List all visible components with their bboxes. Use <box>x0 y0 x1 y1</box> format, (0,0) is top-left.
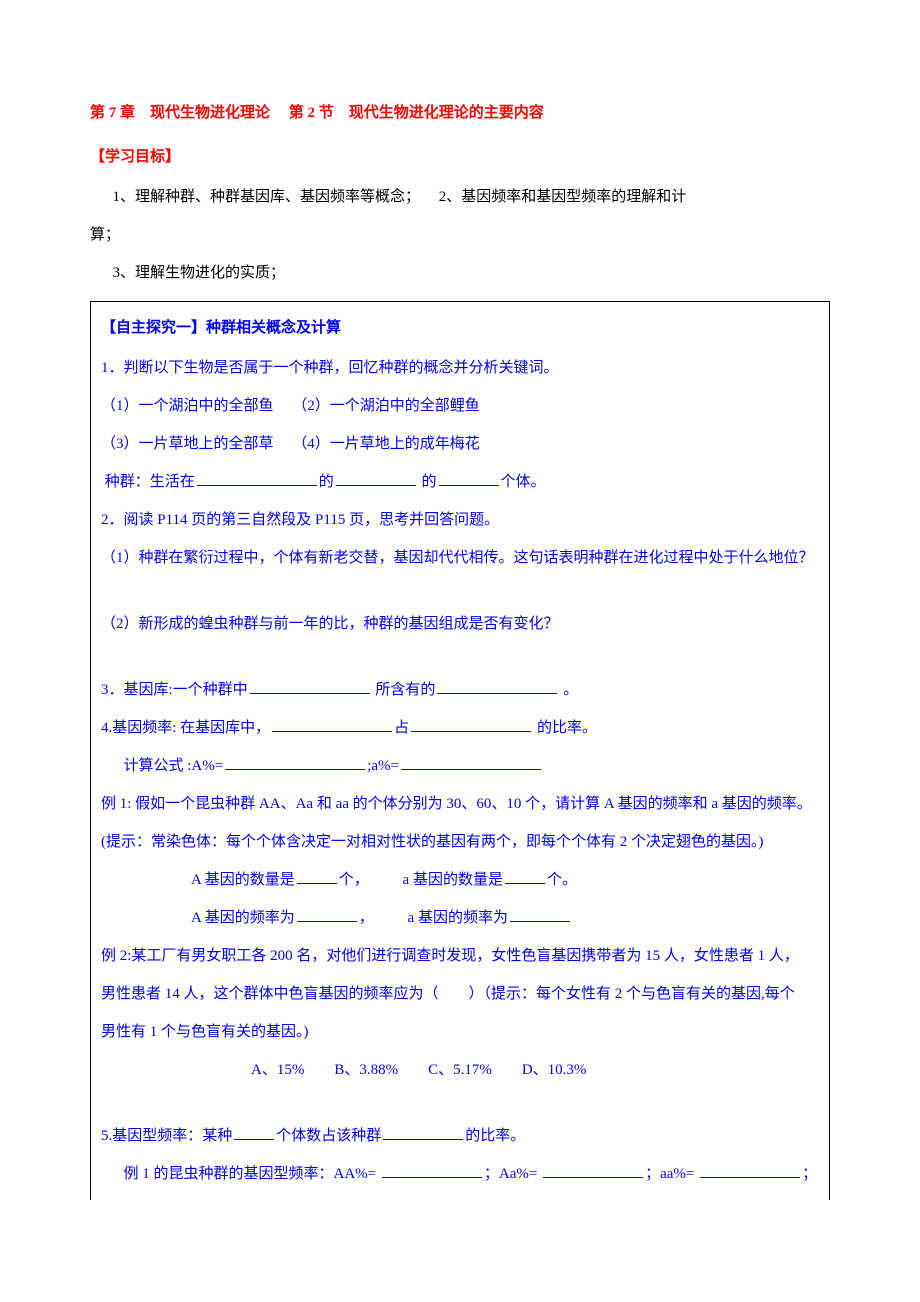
q1-def-d: 个体。 <box>501 474 546 490</box>
ex2-line-b: 男性患者 14 人，这个群体中色盲基因的频率应为（ ）（提示：每个女性有 2 个… <box>101 976 819 1012</box>
blank-field[interactable] <box>382 1163 482 1178</box>
q5-ex-c: ；aa%= <box>645 1166 698 1182</box>
q4-formula: 计算公式 :A%= ;a%= <box>101 748 819 784</box>
blank-field[interactable] <box>510 907 570 922</box>
q4-formula-a: 计算公式 :A%= <box>124 758 224 774</box>
q3-a: 3．基因库:一个种群中 <box>101 682 248 698</box>
blank-field[interactable] <box>250 679 370 694</box>
q4-line: 4.基因频率: 在基因库中， 占 的比率。 <box>101 710 819 746</box>
ex1-c3: a 基因的数量是 <box>403 872 503 888</box>
ex1-c2: 个， <box>339 872 369 888</box>
q2-sub1: （1）种群在繁衍过程中，个体有新老交替，基因却代代相传。这句话表明种群在进化过程… <box>101 540 819 576</box>
ex1-line-b: (提示：常染色体：每个个体含决定一对相对性状的基因有两个，即每个个体有 2 个决… <box>101 824 819 860</box>
q1-opt1: （1）一个湖泊中的全部鱼 <box>101 398 274 414</box>
q4-formula-b: ;a%= <box>367 758 399 774</box>
q1-def-c: 的 <box>418 474 437 490</box>
answer-space <box>101 1090 819 1118</box>
objective-3: 3、理解生物进化的实质； <box>90 255 830 291</box>
q5-ex-b: ；Aa%= <box>484 1166 541 1182</box>
ex1-d2: ， <box>359 910 374 926</box>
ex2-options: A、15% B、3.88% C、5.17% D、10.3% <box>101 1052 819 1088</box>
blank-field[interactable] <box>543 1163 643 1178</box>
q5-ex-a: 例 1 的昆虫种群的基因型频率：AA%= <box>124 1166 380 1182</box>
ex1-c4: 个。 <box>547 872 577 888</box>
ex1-line-a: 例 1: 假如一个昆虫种群 AA、Aa 和 aa 的个体分别为 30、60、10… <box>101 786 819 822</box>
blank-field[interactable] <box>272 717 392 732</box>
q1-opt3: （3）一片草地上的全部草 <box>101 436 274 452</box>
q1-opt2: （2）一个湖泊中的全部鲤鱼 <box>292 398 480 414</box>
q2-stem: 2．阅读 P114 页的第三自然段及 P115 页，思考并回答问题。 <box>101 502 819 538</box>
objective-1a: 1、理解种群、种群基因库、基因频率等概念； <box>113 189 421 205</box>
section-number: 第 2 节 <box>289 105 334 121</box>
q1-stem: 1．判断以下生物是否属于一个种群，回忆种群的概念并分析关键词。 <box>101 350 819 386</box>
ex1-d1: A 基因的频率为 <box>191 910 295 926</box>
objective-1b: 2、基因频率和基因型频率的理解和计 <box>439 189 687 205</box>
blank-field[interactable] <box>297 907 357 922</box>
objective-line-1-cont: 算； <box>90 217 830 253</box>
ex2-line-a: 例 2:某工厂有男女职工各 200 名，对他们进行调查时发现，女性色盲基因携带者… <box>101 938 819 974</box>
ex1-count-line: A 基因的数量是 个， a 基因的数量是 个。 <box>101 862 819 898</box>
blank-field[interactable] <box>197 471 317 486</box>
q5-line: 5.基因型频率：某种 个体数占该种群 的比率。 <box>101 1118 819 1154</box>
chapter-number: 第 7 章 <box>90 105 135 121</box>
ex1-c1: A 基因的数量是 <box>191 872 295 888</box>
objective-line-1: 1、理解种群、种群基因库、基因频率等概念； 2、基因频率和基因型频率的理解和计 <box>90 179 830 215</box>
blank-field[interactable] <box>383 1125 463 1140</box>
q1-opt4: （4）一片草地上的成年梅花 <box>292 436 480 452</box>
q4-b: 占 <box>394 720 409 736</box>
inquiry-box: 【自主探究一】种群相关概念及计算 1．判断以下生物是否属于一个种群，回忆种群的概… <box>90 301 830 1200</box>
q1-options-row1: （1）一个湖泊中的全部鱼 （2）一个湖泊中的全部鲤鱼 <box>101 388 819 424</box>
q1-def-b: 的 <box>319 474 334 490</box>
inquiry-header: 【自主探究一】种群相关概念及计算 <box>101 310 819 346</box>
page-title: 第 7 章 现代生物进化理论 第 2 节 现代生物进化理论的主要内容 <box>90 95 830 131</box>
blank-field[interactable] <box>439 471 499 486</box>
blank-field[interactable] <box>700 1163 800 1178</box>
q5-ex-d: ； <box>802 1166 817 1182</box>
ex1-freq-line: A 基因的频率为 ， a 基因的频率为 <box>101 900 819 936</box>
blank-field[interactable] <box>401 755 541 770</box>
blank-field[interactable] <box>411 717 531 732</box>
ex2-line-c: 男性有 1 个与色盲有关的基因。) <box>101 1014 819 1050</box>
answer-space <box>101 578 819 606</box>
blank-field[interactable] <box>336 471 416 486</box>
q5-b: 个体数占该种群 <box>276 1128 381 1144</box>
q1-def-a: 种群：生活在 <box>105 474 195 490</box>
chapter-name: 现代生物进化理论 <box>150 105 270 121</box>
q3-c: 。 <box>559 682 578 698</box>
blank-field[interactable] <box>225 755 365 770</box>
answer-space <box>101 644 819 672</box>
blank-field[interactable] <box>437 679 557 694</box>
q5-example: 例 1 的昆虫种群的基因型频率：AA%= ；Aa%= ；aa%= ； <box>101 1156 819 1192</box>
q4-a: 4.基因频率: 在基因库中， <box>101 720 270 736</box>
ex1-d3: a 基因的频率为 <box>408 910 508 926</box>
q4-c: 的比率。 <box>533 720 597 736</box>
objectives-header: 【学习目标】 <box>90 139 830 175</box>
q5-a: 5.基因型频率：某种 <box>101 1128 232 1144</box>
q5-c: 的比率。 <box>465 1128 525 1144</box>
blank-field[interactable] <box>234 1125 274 1140</box>
section-name: 现代生物进化理论的主要内容 <box>349 105 544 121</box>
q2-sub2: （2）新形成的蝗虫种群与前一年的比，种群的基因组成是否有变化？ <box>101 606 819 642</box>
q1-options-row2: （3）一片草地上的全部草 （4）一片草地上的成年梅花 <box>101 426 819 462</box>
blank-field[interactable] <box>297 869 337 884</box>
q3-line: 3．基因库:一个种群中 所含有的 。 <box>101 672 819 708</box>
q1-definition: 种群：生活在 的 的 个体。 <box>101 464 819 500</box>
blank-field[interactable] <box>505 869 545 884</box>
q3-b: 所含有的 <box>372 682 436 698</box>
